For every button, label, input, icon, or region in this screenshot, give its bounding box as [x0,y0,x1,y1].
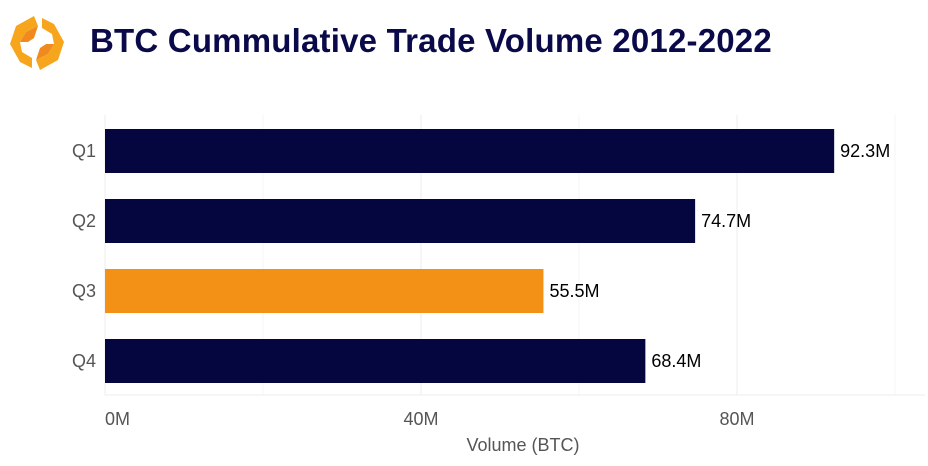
x-tick-label: 0M [105,409,130,429]
data-label: 68.4M [651,351,701,371]
data-label: 74.7M [701,211,751,231]
y-tick-label: Q4 [72,351,96,371]
bar-q3 [105,269,544,313]
x-axis-label: Volume (BTC) [466,435,579,455]
hexagon-logo-icon [10,16,64,70]
y-tick-label: Q1 [72,141,96,161]
x-tick-label: 80M [719,409,754,429]
chart-title: BTC Cummulative Trade Volume 2012-2022 [90,22,772,59]
bar-q1 [105,129,835,173]
bar-q2 [105,199,696,243]
y-tick-label: Q2 [72,211,96,231]
bar-q4 [105,339,646,383]
x-tick-label: 40M [403,409,438,429]
data-label: 92.3M [840,141,890,161]
data-label: 55.5M [549,281,599,301]
y-tick-label: Q3 [72,281,96,301]
